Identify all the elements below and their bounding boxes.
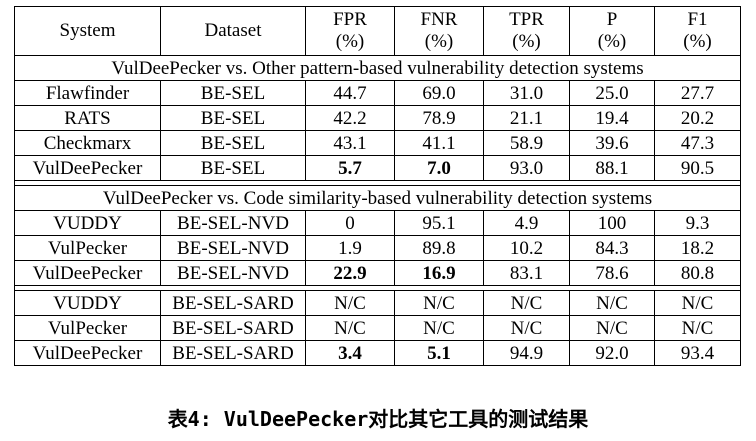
- table-body: VulDeePecker vs. Other pattern-based vul…: [14, 55, 741, 366]
- header-p: P (%): [569, 6, 655, 56]
- cell-tpr: 10.2: [483, 235, 570, 261]
- cell-f1: 93.4: [654, 340, 741, 366]
- cell-system: VUDDY: [14, 210, 161, 236]
- cell-system: VulDeePecker: [14, 260, 161, 286]
- cell-system: VulDeePecker: [14, 155, 161, 181]
- cell-system: Flawfinder: [14, 80, 161, 106]
- cell-p: N/C: [569, 290, 655, 316]
- cell-fnr: 78.9: [394, 105, 484, 131]
- table-row: Checkmarx BE-SEL 43.1 41.1 58.9 39.6 47.3: [14, 130, 741, 156]
- header-tpr: TPR (%): [483, 6, 570, 56]
- table-caption: 表4: VulDeePecker对比其它工具的测试结果: [167, 407, 589, 431]
- header-f1: F1 (%): [654, 6, 741, 56]
- cell-fnr: 7.0: [394, 155, 484, 181]
- cell-tpr: 31.0: [483, 80, 570, 106]
- cell-dataset: BE-SEL: [160, 80, 306, 106]
- cell-tpr: N/C: [483, 290, 570, 316]
- cell-f1: N/C: [654, 315, 741, 341]
- cell-fpr: 22.9: [305, 260, 395, 286]
- cell-fpr: 43.1: [305, 130, 395, 156]
- cell-f1: 27.7: [654, 80, 741, 106]
- cell-tpr: N/C: [483, 315, 570, 341]
- cell-tpr: 4.9: [483, 210, 570, 236]
- cell-f1: 18.2: [654, 235, 741, 261]
- table-row: VulDeePecker BE-SEL 5.7 7.0 93.0 88.1 90.5: [14, 155, 741, 181]
- table-row: RATS BE-SEL 42.2 78.9 21.1 19.4 20.2: [14, 105, 741, 131]
- table-row: VUDDY BE-SEL-SARD N/C N/C N/C N/C N/C: [14, 290, 741, 316]
- table-row: VUDDY BE-SEL-NVD 0 95.1 4.9 100 9.3: [14, 210, 741, 236]
- cell-fpr: N/C: [305, 290, 395, 316]
- cell-tpr: 58.9: [483, 130, 570, 156]
- cell-fnr: 89.8: [394, 235, 484, 261]
- cell-fpr: 3.4: [305, 340, 395, 366]
- cell-fnr: 69.0: [394, 80, 484, 106]
- cell-p: 39.6: [569, 130, 655, 156]
- header-dataset: Dataset: [160, 6, 306, 56]
- cell-dataset: BE-SEL: [160, 130, 306, 156]
- cell-fpr: N/C: [305, 315, 395, 341]
- table-row: VulDeePecker BE-SEL-SARD 3.4 5.1 94.9 92.0 93.…: [14, 340, 741, 366]
- section-header: VulDeePecker vs. Code similarity-based v…: [14, 185, 741, 211]
- section-title: VulDeePecker vs. Other pattern-based vul…: [14, 55, 741, 81]
- cell-p: 92.0: [569, 340, 655, 366]
- cell-fpr: 44.7: [305, 80, 395, 106]
- cell-system: VulPecker: [14, 235, 161, 261]
- cell-f1: 90.5: [654, 155, 741, 181]
- cell-system: VulPecker: [14, 315, 161, 341]
- cell-fnr: 5.1: [394, 340, 484, 366]
- section-title: VulDeePecker vs. Code similarity-based v…: [14, 185, 741, 211]
- cell-dataset: BE-SEL-NVD: [160, 235, 306, 261]
- cell-fnr: 16.9: [394, 260, 484, 286]
- cell-fnr: 41.1: [394, 130, 484, 156]
- cell-dataset: BE-SEL: [160, 105, 306, 131]
- cell-p: 19.4: [569, 105, 655, 131]
- header-fnr: FNR (%): [394, 6, 484, 56]
- table-row: VulDeePecker BE-SEL-NVD 22.9 16.9 83.1 78.6 80…: [14, 260, 741, 286]
- cell-dataset: BE-SEL-SARD: [160, 340, 306, 366]
- cell-p: 25.0: [569, 80, 655, 106]
- table-row: Flawfinder BE-SEL 44.7 69.0 31.0 25.0 27.7: [14, 80, 741, 106]
- cell-fnr: 95.1: [394, 210, 484, 236]
- cell-dataset: BE-SEL-NVD: [160, 260, 306, 286]
- cell-fpr: 5.7: [305, 155, 395, 181]
- table-row: VulPecker BE-SEL-SARD N/C N/C N/C N/C N/C: [14, 315, 741, 341]
- cell-p: 78.6: [569, 260, 655, 286]
- header-system: System: [14, 6, 161, 56]
- cell-fnr: N/C: [394, 315, 484, 341]
- cell-f1: 20.2: [654, 105, 741, 131]
- cell-fpr: 1.9: [305, 235, 395, 261]
- cell-dataset: BE-SEL-SARD: [160, 315, 306, 341]
- cell-tpr: 94.9: [483, 340, 570, 366]
- cell-tpr: 83.1: [483, 260, 570, 286]
- cell-system: VUDDY: [14, 290, 161, 316]
- cell-system: Checkmarx: [14, 130, 161, 156]
- cell-tpr: 93.0: [483, 155, 570, 181]
- cell-tpr: 21.1: [483, 105, 570, 131]
- cell-dataset: BE-SEL: [160, 155, 306, 181]
- header-fpr: FPR (%): [305, 6, 395, 56]
- cell-dataset: BE-SEL-SARD: [160, 290, 306, 316]
- cell-dataset: BE-SEL-NVD: [160, 210, 306, 236]
- cell-p: 100: [569, 210, 655, 236]
- table-row: VulPecker BE-SEL-NVD 1.9 89.8 10.2 84.3 18.2: [14, 235, 741, 261]
- results-table: System Dataset FPR (%) FNR (%) TPR (%) P (%)…: [14, 6, 741, 366]
- cell-p: 88.1: [569, 155, 655, 181]
- header-row: System Dataset FPR (%) FNR (%) TPR (%) P (%)…: [14, 6, 741, 56]
- section-header: VulDeePecker vs. Other pattern-based vul…: [14, 55, 741, 81]
- cell-fpr: 0: [305, 210, 395, 236]
- cell-p: N/C: [569, 315, 655, 341]
- cell-system: RATS: [14, 105, 161, 131]
- cell-f1: N/C: [654, 290, 741, 316]
- cell-f1: 9.3: [654, 210, 741, 236]
- cell-fpr: 42.2: [305, 105, 395, 131]
- cell-f1: 47.3: [654, 130, 741, 156]
- cell-f1: 80.8: [654, 260, 741, 286]
- cell-fnr: N/C: [394, 290, 484, 316]
- cell-p: 84.3: [569, 235, 655, 261]
- cell-system: VulDeePecker: [14, 340, 161, 366]
